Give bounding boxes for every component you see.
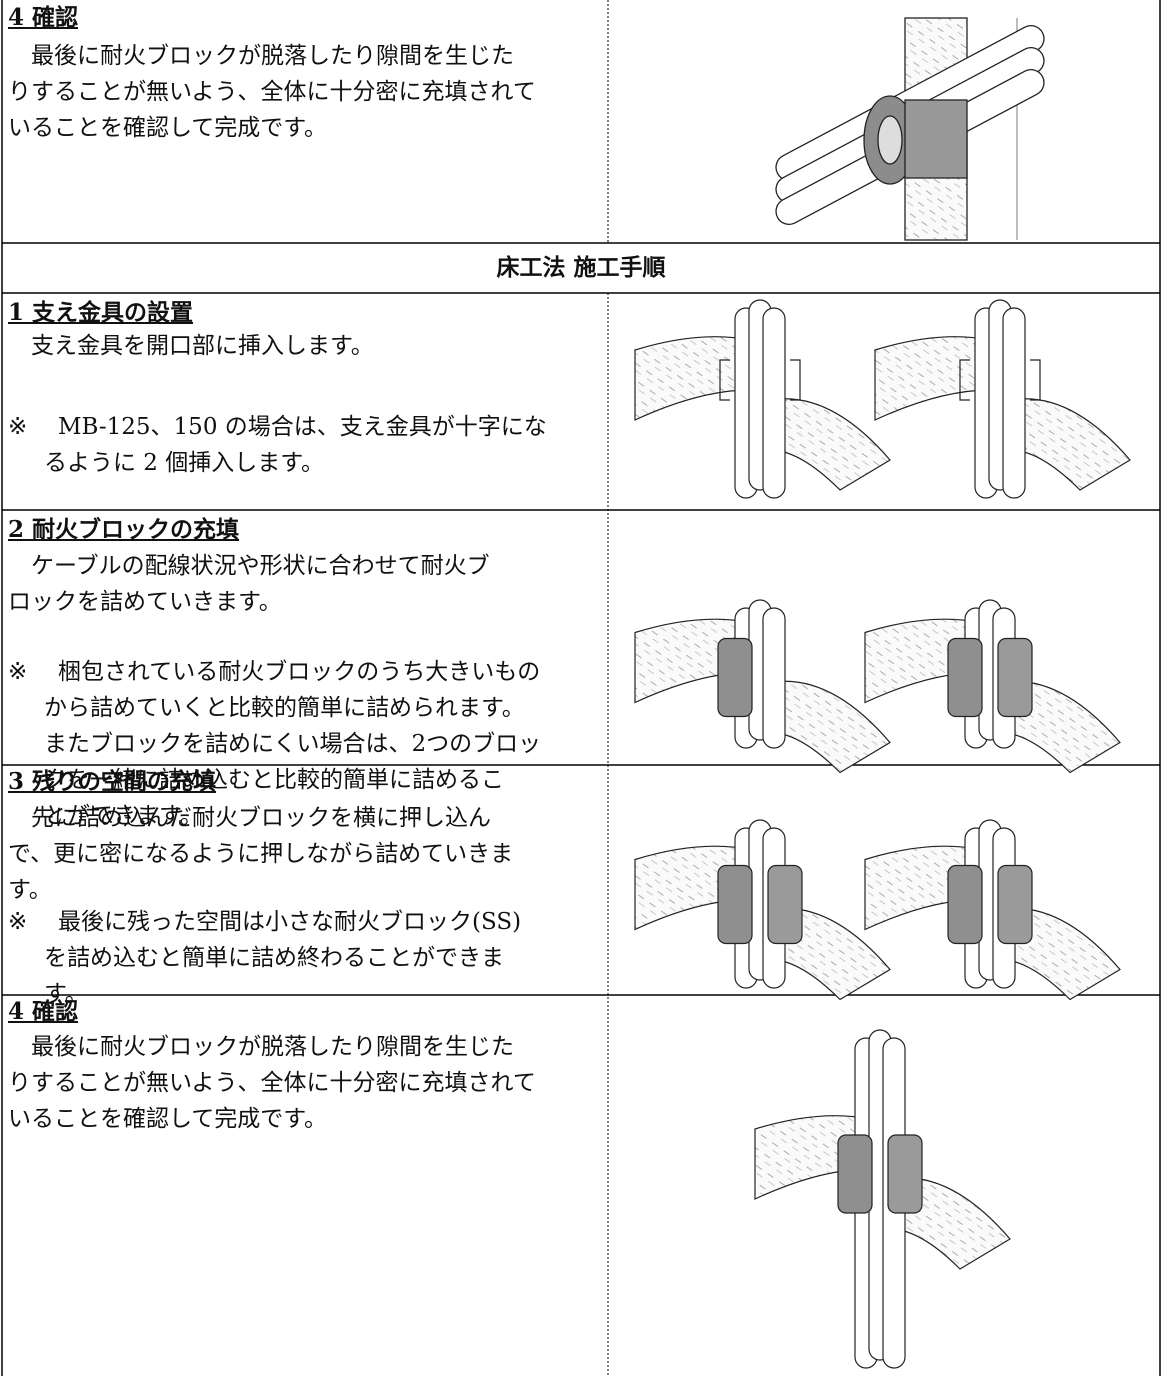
floor-illustration [754,1029,1011,1369]
floor-illustration [634,599,891,774]
floor-illustration [864,819,1121,1001]
step-heading: 1 支え金具の設置 [8,299,194,326]
body-line: 支え金具を開口部に挿入します。 [31,333,374,359]
body-line: ロックを詰めていきます。 [8,589,282,615]
step-heading: 3 残りの空間の充填 [8,768,217,795]
floor-illustration [634,819,891,1001]
note-line: 最後に残った空間は小さな耐火ブロック(SS) [58,909,522,935]
body-line: ケーブルの配線状況や形状に合わせて耐火ブ [31,553,490,579]
note-line: から詰めていくと比較的簡単に詰められます。 [44,695,525,721]
section-title: 床工法 施工手順 [496,254,666,281]
body-line: 先に詰め込んだ耐火ブロックを横に押し込ん [31,805,491,831]
step-heading: 4 確認 [8,998,79,1025]
body-line: いることを確認して完成です。 [8,1106,328,1132]
wall-illustration [775,17,1045,241]
body-line: で、更に密になるように押しながら詰めていきま [8,841,514,867]
note-mark: ※ [8,909,28,935]
note-line: るように 2 個挿入します。 [44,450,324,476]
step-heading: 4 確認 [8,4,79,31]
body-line: 最後に耐火ブロックが脱落したり隙間を生じた [31,43,514,69]
floor-illustration [874,299,1131,499]
note-line: す。 [44,981,88,1007]
step-heading: 2 耐火ブロックの充填 [8,516,240,543]
body-line: いることを確認して完成です。 [8,115,328,141]
note-line: を詰め込むと簡単に詰め終わることができま [44,945,504,971]
body-line: りすることが無いよう、全体に十分密に充填されて [8,79,536,105]
note-line: クを一緒に詰め込むと比較的簡単に詰めるこ [44,767,504,793]
body-line: す。 [8,877,52,903]
note-mark: ※ [8,659,28,685]
body-line: りすることが無いよう、全体に十分密に充填されて [8,1070,536,1096]
note-mark: ※ [8,414,28,440]
note-line: 梱包されている耐火ブロックのうち大きいもの [58,659,541,685]
floor-illustration [634,299,891,499]
note-line: MB-125、150 の場合は、支え金具が十字にな [58,414,547,440]
note-line: またブロックを詰めにくい場合は、2つのブロッ [44,731,542,757]
body-line: 最後に耐火ブロックが脱落したり隙間を生じた [31,1034,514,1060]
note-line: とができます。 [44,803,203,829]
floor-illustration [864,599,1121,774]
